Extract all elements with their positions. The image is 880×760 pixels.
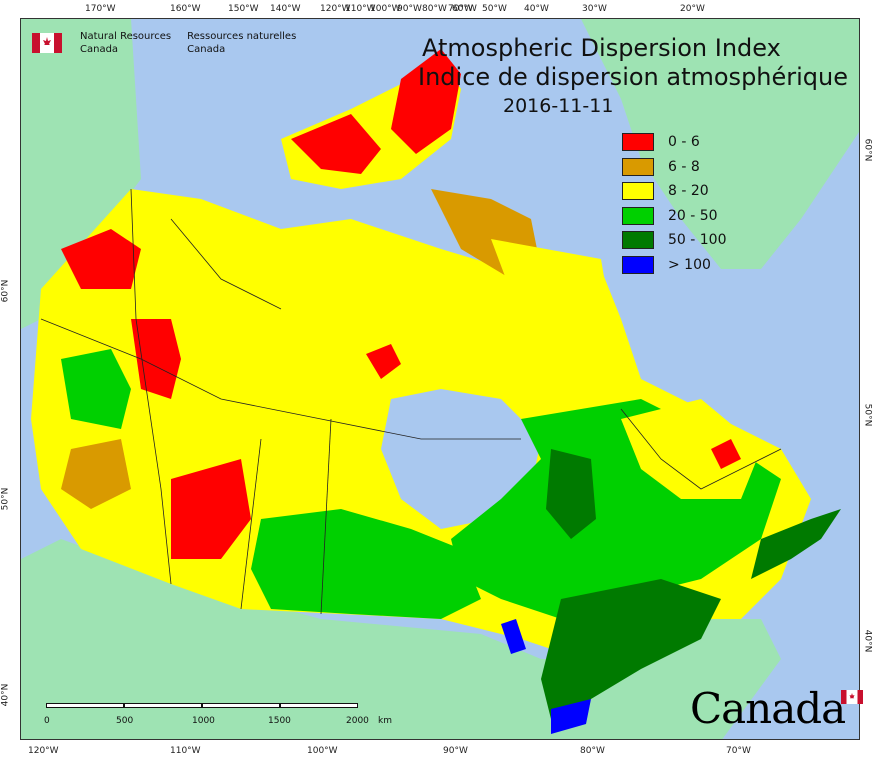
title-english: Atmospheric Dispersion Index <box>422 34 781 62</box>
legend: 0 - 6 6 - 8 8 - 20 20 - 50 50 - 100 > 10… <box>622 130 727 277</box>
bottom-tick: 110°W <box>170 746 201 756</box>
right-tick: 40°N <box>862 629 873 653</box>
canada-wordmark: Canada <box>690 684 864 733</box>
hudson-bay <box>381 389 541 529</box>
top-tick: 100°W <box>370 4 401 14</box>
legend-label: > 100 <box>668 256 711 273</box>
map-title: Atmospheric Dispersion Index Indice de d… <box>418 34 848 120</box>
agency-french-line2: Canada <box>187 44 226 55</box>
top-tick: 80°W <box>422 4 447 14</box>
top-tick: 70°W <box>448 4 473 14</box>
wordmark-text: Canada <box>690 684 846 733</box>
bottom-tick: 90°W <box>443 746 468 756</box>
legend-swatch <box>622 157 654 176</box>
title-date: 2016-11-11 <box>503 95 614 117</box>
left-tick: 60°N <box>0 279 11 303</box>
agency-french: Ressources naturelles Canada <box>187 30 296 56</box>
arctic-red-north <box>391 49 461 154</box>
scale-segment <box>202 703 280 708</box>
legend-label: 6 - 8 <box>668 158 700 175</box>
left-tick: 40°N <box>0 683 11 707</box>
agency-english: Natural Resources Canada <box>80 30 171 56</box>
agency-english-line1: Natural Resources <box>80 31 172 42</box>
greenland <box>581 19 859 269</box>
scale-bar: 0 500 1000 1500 2000 km <box>44 703 392 726</box>
scale-segment <box>124 703 202 708</box>
top-tick: 60°W <box>452 4 477 14</box>
blue-lake-ontario <box>551 699 591 734</box>
map-area[interactable] <box>20 18 860 740</box>
scale-label: 500 <box>116 716 134 726</box>
ontario-green <box>251 509 481 619</box>
province-boundaries <box>40 188 782 615</box>
bottom-tick: 70°W <box>726 746 751 756</box>
right-tick: 60°N <box>862 138 873 162</box>
nwt-red <box>131 319 181 399</box>
agency-french-line1: Ressources naturelles <box>187 31 297 42</box>
top-tick: 30°W <box>582 4 607 14</box>
dark-green-southeast <box>541 579 721 719</box>
legend-item: > 100 <box>622 253 727 278</box>
legend-item: 0 - 6 <box>622 130 727 155</box>
scale-label: 2000 <box>346 716 369 726</box>
bc-orange <box>61 439 131 509</box>
arctic-red-west <box>291 114 381 174</box>
legend-item: 50 - 100 <box>622 228 727 253</box>
legend-swatch <box>622 206 654 225</box>
top-tick: 150°W <box>228 4 259 14</box>
scale-label: 1000 <box>192 716 215 726</box>
wordmark-flag-icon <box>841 690 864 704</box>
labrador-red <box>711 439 741 469</box>
nunavut-red-dot <box>366 344 401 379</box>
top-tick: 20°W <box>680 4 705 14</box>
blue-lake-superior <box>501 619 526 654</box>
top-tick: 140°W <box>270 4 301 14</box>
baffin-island <box>491 239 611 339</box>
dark-green-maritimes <box>751 509 841 579</box>
top-tick: 90°W <box>397 4 422 14</box>
scale-label: 1500 <box>268 716 291 726</box>
scale-label: 0 <box>44 716 50 726</box>
top-tick: 120°W <box>320 4 351 14</box>
top-tick: 110°W <box>345 4 376 14</box>
legend-label: 8 - 20 <box>668 183 709 200</box>
legend-item: 20 - 50 <box>622 204 727 229</box>
legend-swatch <box>622 133 654 152</box>
scale-unit: km <box>378 716 392 726</box>
canada-flag-icon <box>32 33 62 53</box>
sask-red <box>171 459 251 559</box>
alaska <box>21 19 141 329</box>
legend-swatch <box>622 231 654 250</box>
legend-item: 6 - 8 <box>622 155 727 180</box>
agency-signature: Natural Resources Canada Ressources natu… <box>32 30 312 56</box>
left-tick: 50°N <box>0 487 11 511</box>
legend-label: 20 - 50 <box>668 207 718 224</box>
legend-swatch <box>622 182 654 201</box>
bottom-tick: 80°W <box>580 746 605 756</box>
top-tick: 50°W <box>482 4 507 14</box>
title-french: Indice de dispersion atmosphérique <box>418 63 849 91</box>
legend-swatch <box>622 255 654 274</box>
legend-label: 50 - 100 <box>668 232 727 249</box>
legend-item: 8 - 20 <box>622 179 727 204</box>
top-tick: 40°W <box>524 4 549 14</box>
map-canvas <box>21 19 859 739</box>
legend-label: 0 - 6 <box>668 134 700 151</box>
bottom-tick: 100°W <box>307 746 338 756</box>
agency-english-line2: Canada <box>80 44 119 55</box>
top-tick: 170°W <box>85 4 116 14</box>
scale-segment <box>280 703 358 708</box>
dark-green-quebec <box>546 449 596 539</box>
bc-green <box>61 349 131 429</box>
quebec-yellow-east <box>621 399 761 499</box>
scale-segment <box>46 703 124 708</box>
right-tick: 50°N <box>862 403 873 427</box>
yukon-red <box>61 229 141 289</box>
bottom-tick: 120°W <box>28 746 59 756</box>
top-tick: 160°W <box>170 4 201 14</box>
